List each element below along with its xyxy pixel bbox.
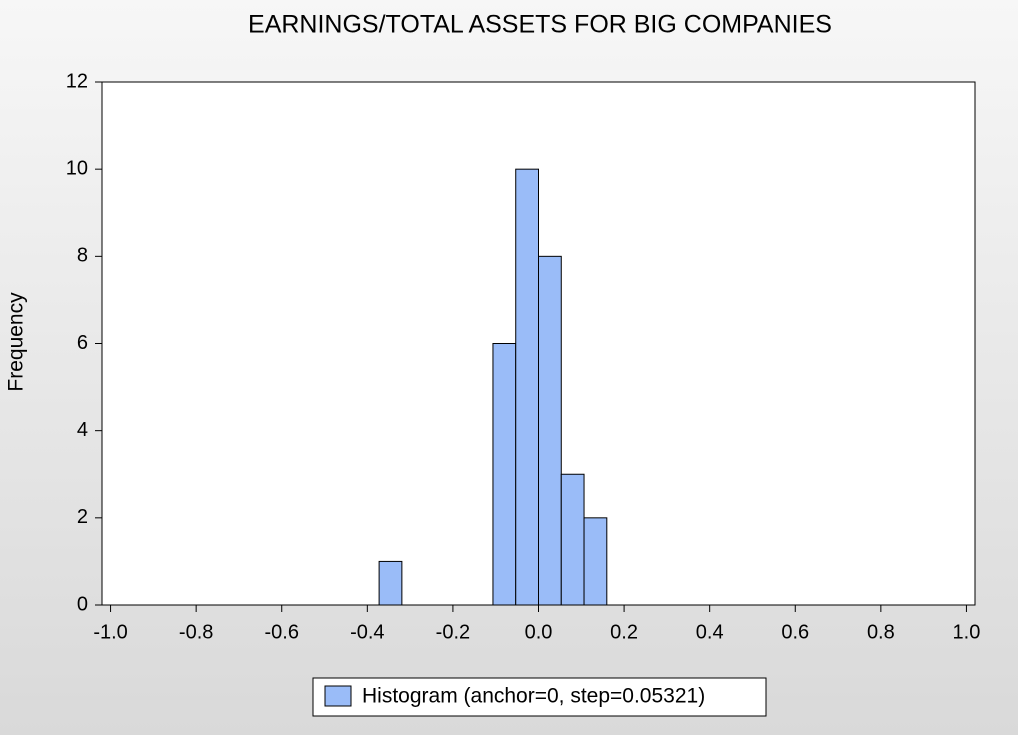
legend-label: Histogram (anchor=0, step=0.05321) <box>362 685 705 708</box>
bar <box>492 343 517 606</box>
bar <box>560 473 585 606</box>
legend-swatch <box>324 685 352 707</box>
bar <box>378 560 403 606</box>
x-tick-label: 0.0 <box>525 621 553 643</box>
y-tick-label: 12 <box>66 70 88 92</box>
x-tick-label: -0.8 <box>179 621 213 643</box>
x-tick-label: 0.6 <box>781 621 809 643</box>
bar <box>538 255 562 606</box>
x-tick-label: -1.0 <box>93 621 127 643</box>
x-tick-label: -0.4 <box>350 621 384 643</box>
x-tick-label: 0.4 <box>696 621 724 643</box>
y-tick-label: 0 <box>77 593 88 615</box>
x-tick-label: -0.6 <box>265 621 299 643</box>
y-axis-label: Frequency <box>5 292 28 392</box>
y-tick-label: 4 <box>77 419 88 441</box>
y-tick-label: 6 <box>77 332 88 354</box>
y-tick-label: 8 <box>77 245 88 267</box>
x-tick-label: 1.0 <box>953 621 981 643</box>
bar <box>583 517 608 606</box>
y-tick-label: 10 <box>66 157 88 179</box>
chart-title: EARNINGS/TOTAL ASSETS FOR BIG COMPANIES <box>248 11 832 39</box>
bar <box>515 168 539 606</box>
legend <box>312 677 767 717</box>
x-tick-label: -0.2 <box>436 621 470 643</box>
x-tick-label: 0.8 <box>867 621 895 643</box>
x-tick-label: 0.2 <box>610 621 638 643</box>
y-tick-label: 2 <box>77 506 88 528</box>
